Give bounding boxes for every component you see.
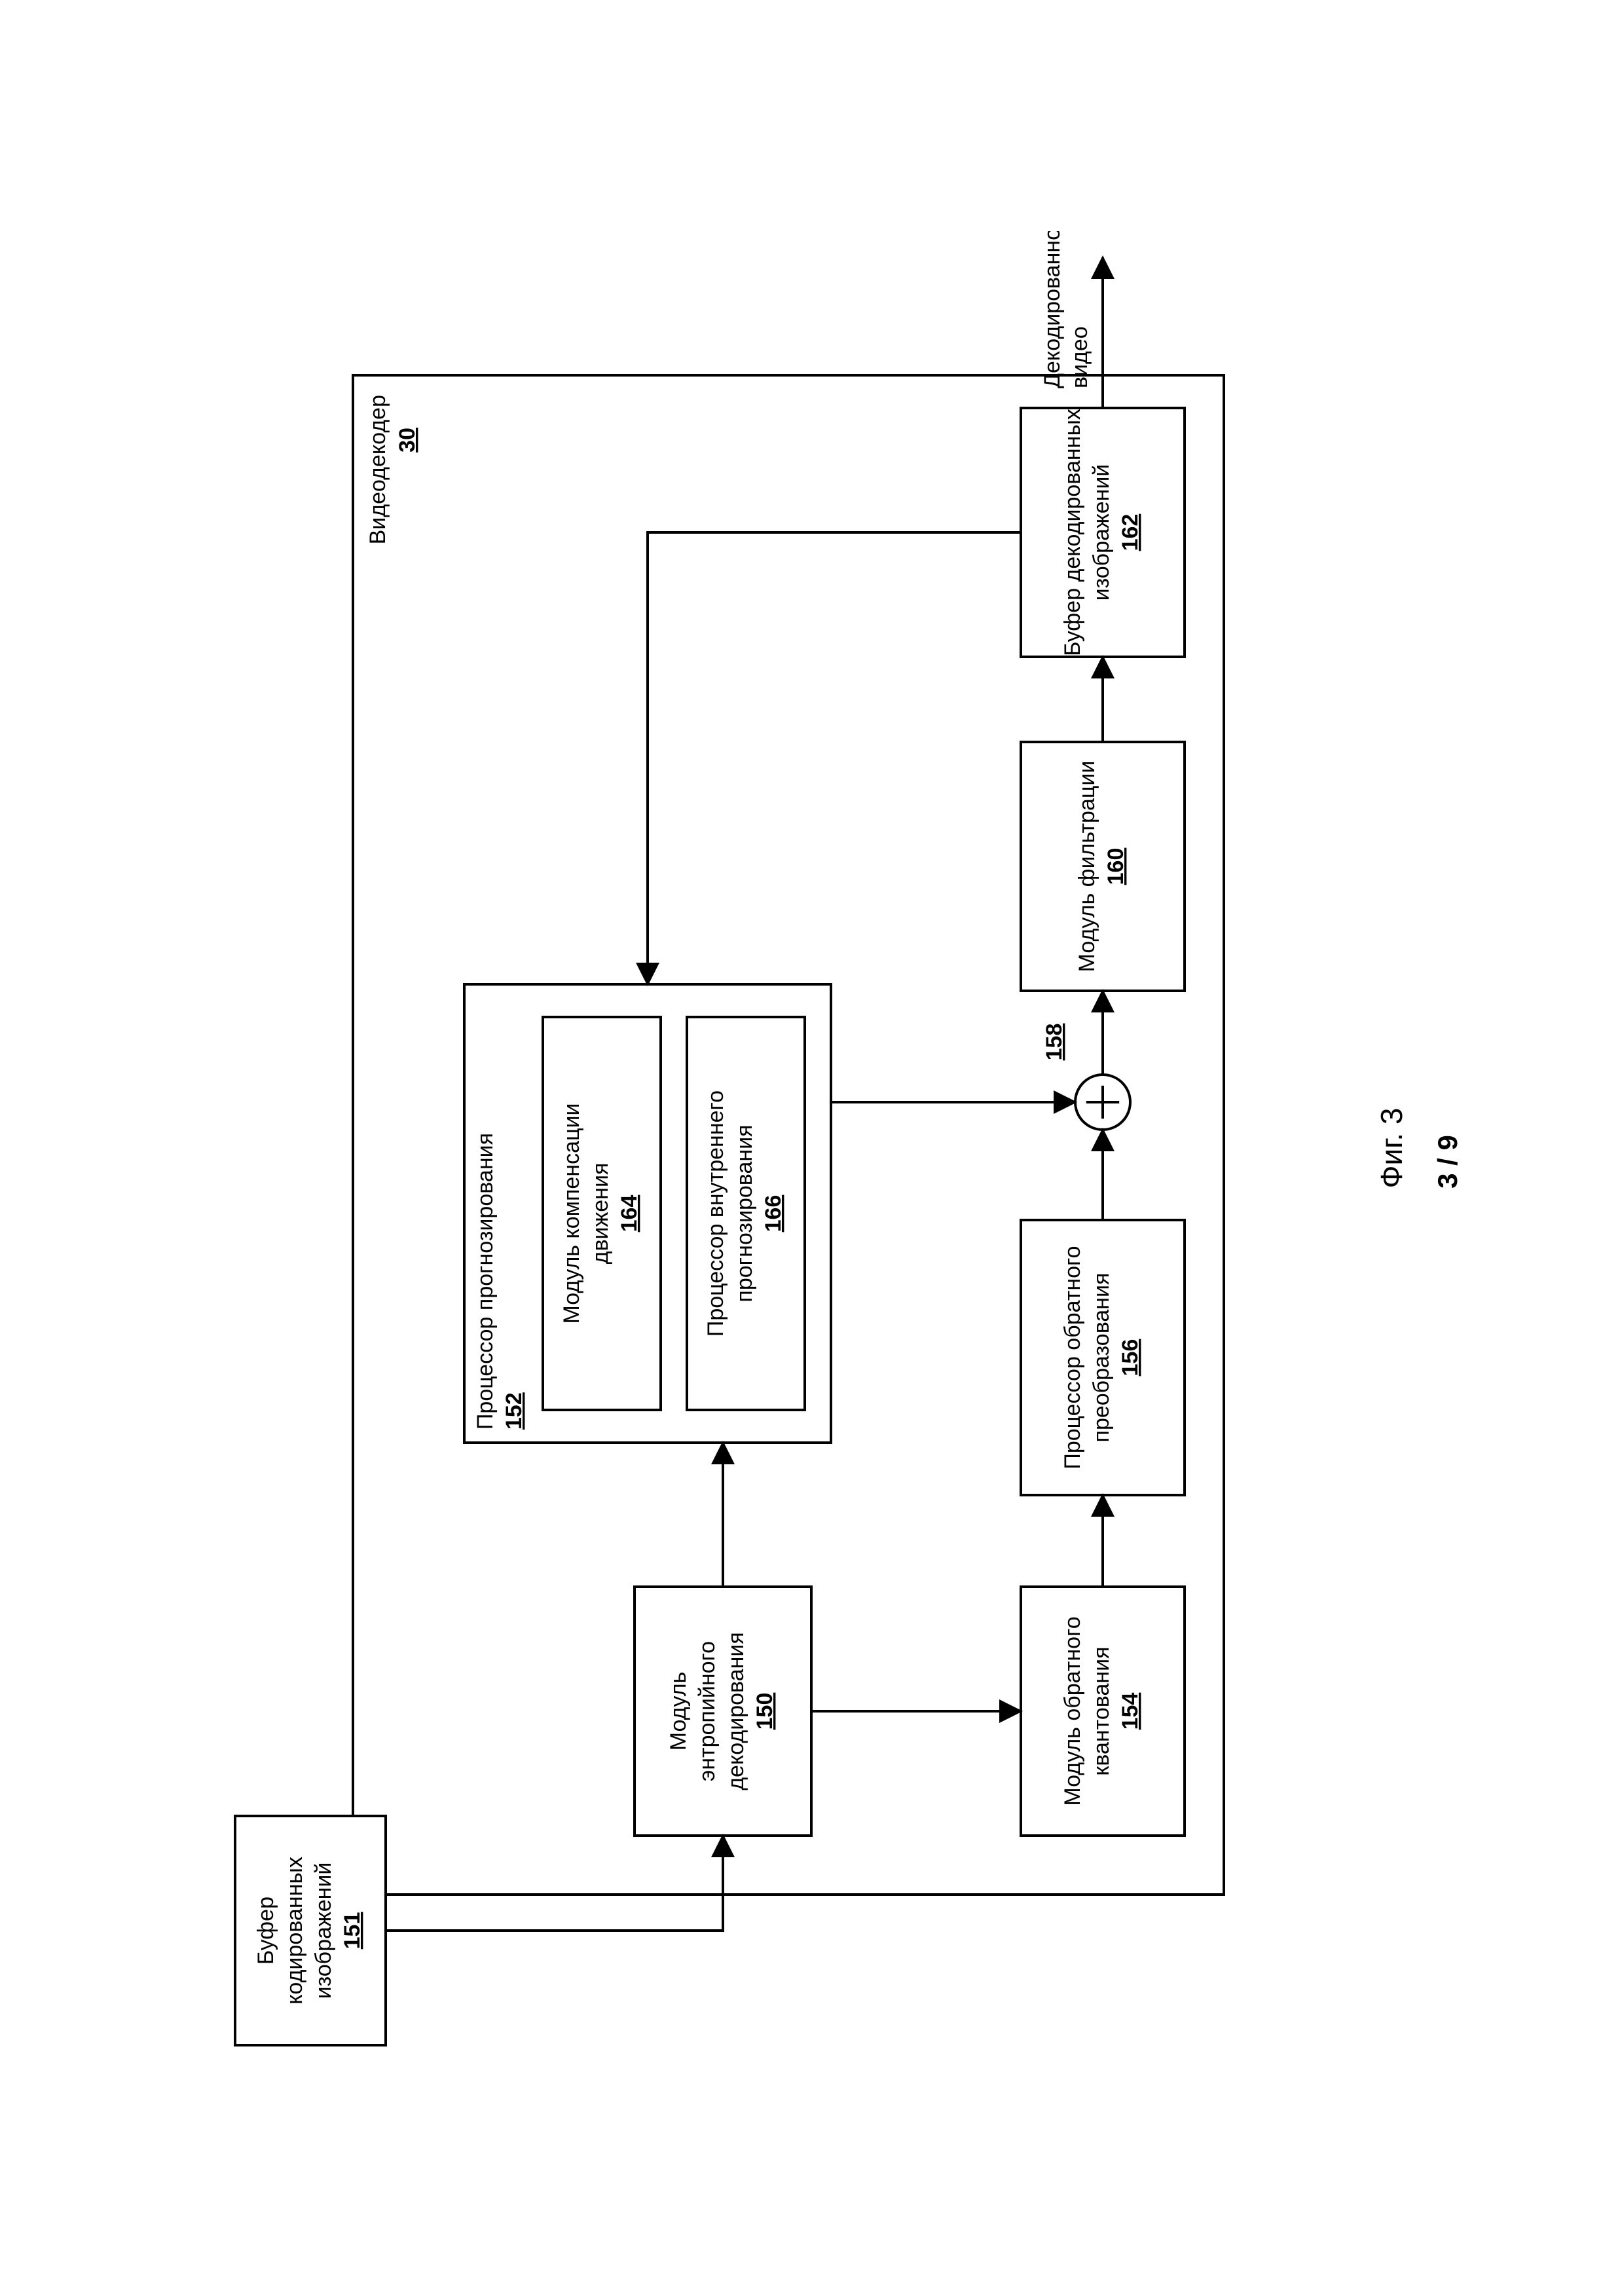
node-ref-entropy: 150	[752, 1693, 777, 1730]
page: 3 / 9 Видеодекодер30Буферкодированныхизо…	[0, 0, 1622, 2296]
node-ref-intra: 166	[760, 1195, 785, 1232]
node-label-entropy-2: декодирования	[723, 1632, 748, 1790]
node-label-pred_container: Процессор прогнозирования	[472, 1133, 497, 1430]
node-label-filter-0: Модуль фильтрации	[1074, 761, 1099, 972]
node-ref-pred_container: 152	[501, 1392, 526, 1430]
node-label-iquant-0: Модуль обратного	[1060, 1616, 1084, 1805]
node-label-itrans-0: Процессор обратного	[1060, 1246, 1084, 1469]
video-decoder-ref: 30	[394, 428, 419, 453]
summer-ref: 158	[1041, 1024, 1066, 1061]
node-filter	[1021, 742, 1185, 991]
node-label-dpb-1: изображений	[1088, 464, 1113, 601]
node-ref-itrans: 156	[1117, 1339, 1142, 1377]
node-label-dpb-0: Буфер декодированных	[1060, 409, 1084, 656]
node-label-cpb-1: кодированных	[282, 1857, 306, 2005]
node-label-cpb-2: изображений	[310, 1862, 335, 1999]
node-ref-filter: 160	[1103, 848, 1128, 885]
node-ref-cpb: 151	[339, 1912, 364, 1950]
node-label-intra-1: прогнозирования	[731, 1124, 756, 1302]
figure-caption: Фиг. 3	[1374, 1108, 1409, 1189]
node-label-entropy-0: Модуль	[665, 1672, 690, 1751]
node-entropy	[635, 1587, 811, 1836]
node-label-mc-0: Модуль компенсации	[559, 1103, 583, 1324]
video-decoder-label: Видеодекодер	[365, 395, 390, 544]
page-number-text: 3 / 9	[1432, 1135, 1463, 1189]
node-label-entropy-1: энтропийного	[694, 1641, 719, 1781]
edge-dpb-pred_container	[648, 532, 1021, 984]
node-label-intra-0: Процессор внутреннего	[703, 1090, 728, 1337]
edge-cpb-entropy	[386, 1836, 723, 1931]
node-label-cpb-0: Буфер	[253, 1897, 278, 1965]
node-label-mc-1: движения	[587, 1163, 612, 1265]
output-label-1: видео	[1067, 326, 1092, 388]
node-ref-dpb: 162	[1117, 514, 1142, 551]
diagram-canvas: Видеодекодер30Буферкодированныхизображен…	[189, 231, 1433, 2065]
node-ref-mc: 164	[616, 1195, 641, 1232]
page-number: 3 / 9	[1432, 1135, 1464, 1189]
output-label-0: Декодированное	[1039, 231, 1064, 388]
node-label-iquant-1: квантования	[1088, 1646, 1113, 1775]
node-label-itrans-1: преобразования	[1088, 1273, 1113, 1443]
flowchart-svg: Видеодекодер30Буферкодированныхизображен…	[189, 231, 1433, 2065]
node-ref-iquant: 154	[1117, 1693, 1142, 1730]
